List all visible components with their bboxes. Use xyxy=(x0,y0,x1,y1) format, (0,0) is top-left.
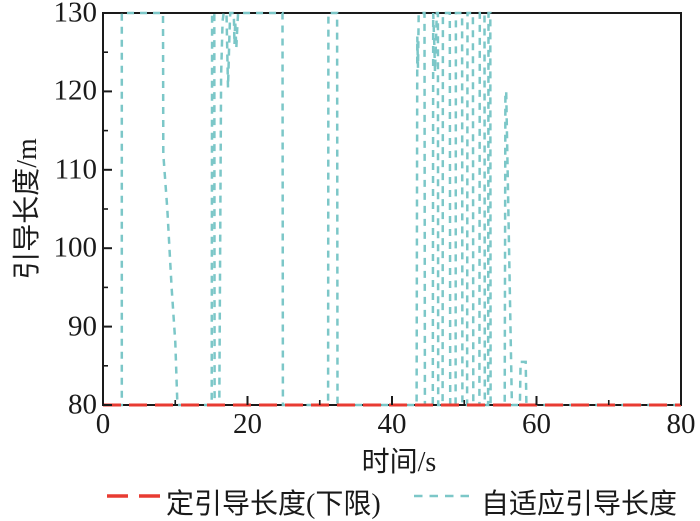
y-tick-label: 120 xyxy=(53,74,98,107)
x-tick-label: 80 xyxy=(666,408,696,440)
legend-label-fixed-guidance: 定引导长度(下限) xyxy=(166,489,381,520)
y-tick-label: 90 xyxy=(68,310,97,343)
y-axis-title: 引导长度/m xyxy=(12,138,43,280)
y-tick-label: 130 xyxy=(53,0,98,29)
legend-label-adaptive-guidance: 自适应引导长度 xyxy=(481,489,678,520)
series-line-adaptive xyxy=(116,11,681,407)
y-tick-label: 80 xyxy=(68,388,97,421)
plot-frame xyxy=(102,12,682,406)
x-tick-label: 20 xyxy=(233,408,262,440)
y-tick-label: 110 xyxy=(54,153,97,186)
x-tick-label: 0 xyxy=(95,408,111,440)
x-axis-title: 时间/s xyxy=(361,447,437,478)
x-tick-label: 40 xyxy=(377,408,407,440)
y-tick-label: 100 xyxy=(53,231,98,264)
x-tick-label: 60 xyxy=(522,408,551,440)
